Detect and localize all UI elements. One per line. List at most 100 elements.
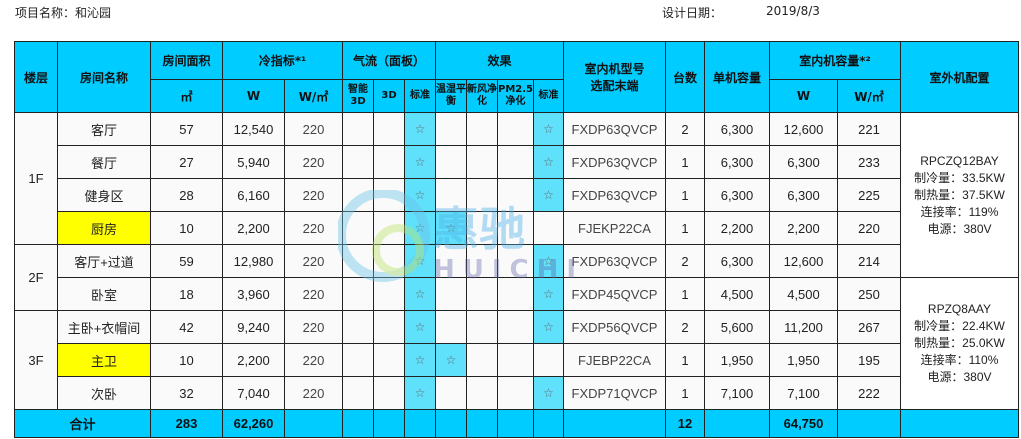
indoor-capacity-w: 4,500 — [769, 277, 838, 311]
airflow-smart-3d — [342, 112, 374, 146]
airflow-std-star: ☆ — [404, 178, 436, 212]
table-row: 卧室 18 3,960 220 ☆ ☆ FXDP45QVCP 1 4,500 4,500 250 RP… — [15, 277, 1019, 410]
effect-std-star: ☆ — [533, 277, 564, 311]
total-empty — [900, 409, 1019, 438]
effect-humid-star: ☆ — [435, 211, 467, 245]
col-airflow: 气流（面板） — [342, 41, 436, 80]
indoor-model: FXDP63QVCP — [563, 244, 666, 278]
room-name: 客厅+过道 — [57, 244, 151, 278]
effect-humid-star — [435, 244, 467, 278]
airflow-std-star: ☆ — [404, 343, 436, 377]
effect-humid-star — [435, 310, 467, 344]
cooling-wm2: 220 — [284, 211, 343, 245]
col-qty: 台数 — [665, 41, 705, 113]
outdoor-model: RPCZQ12BAY — [920, 153, 999, 168]
effect-fresh — [466, 277, 498, 311]
cooling-w: 9,240 — [222, 310, 285, 344]
total-empty — [373, 409, 405, 438]
indoor-capacity-wm2: 267 — [837, 310, 901, 344]
qty: 1 — [665, 145, 705, 179]
outdoor-model: RPZQ8AAY — [927, 302, 992, 316]
col-room: 房间名称 — [57, 41, 151, 113]
airflow-smart-3d — [342, 343, 374, 377]
col-model: 室内机型号选配末端 — [563, 41, 666, 113]
effect-fresh — [466, 211, 498, 245]
effect-fresh — [466, 178, 498, 212]
cooling-w: 12,540 — [222, 112, 285, 146]
indoor-model: FJEKP22CA — [563, 211, 666, 245]
effect-std-star: ☆ — [533, 376, 564, 410]
effect-fresh — [466, 112, 498, 146]
room-area: 27 — [150, 145, 223, 179]
total-area: 283 — [150, 409, 223, 438]
cooling-w: 5,940 — [222, 145, 285, 179]
indoor-capacity-wm2: 222 — [837, 376, 901, 410]
cooling-wm2: 220 — [284, 376, 343, 410]
col-area: 房间面积 — [150, 41, 223, 80]
airflow-3d — [373, 376, 405, 410]
indoor-capacity-wm2: 195 — [837, 343, 901, 377]
airflow-std-star: ☆ — [404, 211, 436, 245]
col-airflow-smart: 智能3D — [342, 79, 374, 113]
unit-capacity: 1,950 — [704, 343, 770, 377]
total-capacity: 64,750 — [769, 409, 838, 438]
col-effect-std: 标准 — [533, 79, 564, 113]
cooling-wm2: 220 — [284, 244, 343, 278]
effect-humid-star — [435, 112, 467, 146]
outdoor-cool: 制冷量：33.5KW — [914, 170, 1005, 185]
airflow-std-star: ☆ — [404, 310, 436, 344]
room-area: 32 — [150, 376, 223, 410]
effect-pm — [497, 178, 534, 212]
outdoor-cool: 制冷量：22.4KW — [914, 319, 1005, 333]
indoor-model: FXDP63QVCP — [563, 178, 666, 212]
effect-std-star: ☆ — [533, 112, 564, 146]
unit-capacity: 5,600 — [704, 310, 770, 344]
table-row: 主卫 10 2,200 220 ☆ ☆ FJEBP22CA 1 1,950 1,950 195 — [15, 343, 1019, 377]
outdoor-heat: 制热量：37.5KW — [914, 187, 1005, 202]
airflow-3d — [373, 112, 405, 146]
qty: 1 — [665, 376, 705, 410]
effect-std-star — [533, 343, 564, 377]
total-empty — [404, 409, 436, 438]
project-value: 和沁园 — [75, 6, 112, 20]
room-name: 次卧 — [57, 376, 151, 410]
cooling-w: 2,200 — [222, 343, 285, 377]
col-effect: 效果 — [435, 41, 564, 80]
airflow-smart-3d — [342, 310, 374, 344]
airflow-3d — [373, 211, 405, 245]
cooling-wm2: 220 — [284, 343, 343, 377]
indoor-model: FXDP45QVCP — [563, 277, 666, 311]
effect-pm — [497, 145, 534, 179]
cooling-wm2: 220 — [284, 178, 343, 212]
qty: 2 — [665, 244, 705, 278]
room-name: 客厅 — [57, 112, 151, 146]
col-indoor-cap: 室内机容量*² — [769, 41, 901, 80]
effect-pm — [497, 376, 534, 410]
qty: 2 — [665, 112, 705, 146]
cooling-w: 6,160 — [222, 178, 285, 212]
unit-capacity: 7,100 — [704, 376, 770, 410]
effect-pm — [497, 211, 534, 245]
indoor-capacity-w: 1,950 — [769, 343, 838, 377]
indoor-capacity-w: 12,600 — [769, 244, 838, 278]
unit-capacity: 2,200 — [704, 211, 770, 245]
qty: 1 — [665, 178, 705, 212]
effect-fresh — [466, 310, 498, 344]
col-airflow-std: 标准 — [404, 79, 436, 113]
effect-humid-star — [435, 178, 467, 212]
outdoor-rate: 连接率：119% — [920, 204, 999, 219]
floor-label: 3F — [14, 310, 58, 410]
room-area: 42 — [150, 310, 223, 344]
airflow-std-star: ☆ — [404, 112, 436, 146]
indoor-model: FJEBP22CA — [563, 343, 666, 377]
airflow-3d — [373, 343, 405, 377]
airflow-smart-3d — [342, 211, 374, 245]
room-area: 28 — [150, 178, 223, 212]
total-cooling-w: 62,260 — [222, 409, 285, 438]
cooling-wm2: 220 — [284, 145, 343, 179]
airflow-smart-3d — [342, 376, 374, 410]
table-row: 餐厅 27 5,940 220 ☆ ☆ FXDP63QVCP 1 6,300 6,300 233 — [15, 145, 1019, 179]
cooling-w: 2,200 — [222, 211, 285, 245]
effect-pm — [497, 277, 534, 311]
airflow-std-star: ☆ — [404, 376, 436, 410]
